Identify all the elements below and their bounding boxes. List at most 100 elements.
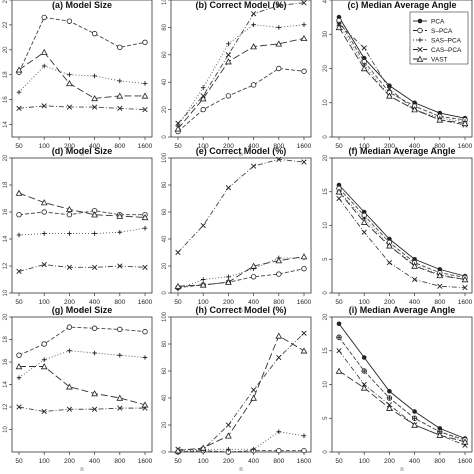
series-line	[18, 227, 146, 236]
y-tick-label: 12	[3, 403, 9, 410]
x-tick-label: 400	[89, 143, 100, 150]
x-tick-label: 200	[64, 299, 75, 306]
data-point	[175, 249, 181, 256]
x-tick-label: 100	[359, 299, 370, 306]
data-point	[41, 63, 47, 69]
data-point	[411, 421, 418, 428]
series-line	[338, 188, 466, 278]
data-point	[336, 348, 342, 354]
x-tick-label: 50	[174, 143, 182, 150]
x-tick-label: 50	[174, 299, 182, 306]
x-tick-label: 1600	[138, 299, 153, 306]
data-point	[15, 363, 23, 370]
data-point	[116, 92, 124, 99]
data-point	[412, 415, 417, 421]
x-tick-label: 50	[15, 458, 23, 465]
series-vast	[174, 332, 308, 454]
series-line	[177, 68, 305, 132]
y-tick-label: 40	[323, 0, 329, 3]
y-tick-label: 15	[323, 347, 329, 354]
data-point	[41, 231, 47, 236]
y-tick-label: 100	[162, 0, 168, 5]
x-tick-label: 1600	[138, 143, 153, 150]
series-caspca	[175, 330, 307, 452]
plot-frame	[11, 316, 153, 453]
data-point	[91, 104, 98, 110]
series-caspca	[175, 0, 307, 126]
data-point	[276, 25, 282, 30]
data-point	[199, 281, 207, 288]
data-point	[250, 387, 257, 393]
x-axis-label: n	[80, 308, 83, 314]
x-tick-label: 400	[409, 299, 420, 306]
data-point	[41, 357, 47, 363]
data-point	[386, 86, 393, 92]
data-point	[276, 447, 282, 454]
y-tick-label: 80	[162, 340, 168, 347]
data-point	[141, 401, 149, 408]
data-point	[336, 321, 342, 327]
series-spca	[16, 14, 148, 75]
x-axis-label: n	[239, 308, 242, 314]
chart-title: (c) Median Average Angle	[347, 0, 456, 10]
data-point	[67, 231, 72, 236]
series-line	[338, 336, 466, 443]
data-point	[301, 330, 307, 336]
series-line	[177, 257, 304, 290]
data-point	[200, 277, 206, 282]
data-point	[200, 106, 206, 113]
plot-frame	[170, 0, 312, 138]
series-line	[18, 16, 146, 73]
data-point	[41, 14, 47, 21]
y-tick-label: 10	[323, 222, 329, 229]
x-tick-label: 1600	[458, 143, 473, 150]
data-point	[40, 199, 48, 206]
data-point	[300, 34, 308, 42]
data-point	[461, 276, 469, 283]
series-line	[338, 336, 466, 441]
data-point	[461, 119, 469, 126]
series-line	[18, 105, 146, 111]
series-spca	[175, 65, 307, 135]
legend-marker	[416, 55, 424, 62]
data-point	[411, 276, 418, 283]
series-saspca	[336, 334, 468, 445]
data-point	[225, 185, 232, 191]
x-axis-label: n	[239, 152, 242, 158]
data-point	[275, 40, 283, 47]
data-point	[16, 105, 22, 111]
y-tick-label: 14	[3, 121, 9, 128]
series-vast	[15, 48, 149, 102]
data-point	[142, 81, 148, 86]
data-point	[141, 213, 149, 221]
series-line	[338, 23, 466, 123]
data-point	[225, 58, 232, 65]
y-tick-label: 0	[323, 450, 329, 454]
data-point	[225, 278, 232, 285]
data-point	[436, 116, 444, 123]
series-vast	[335, 367, 469, 445]
series-vast	[335, 188, 469, 283]
x-tick-label: 1600	[297, 458, 312, 465]
data-point	[251, 22, 256, 27]
x-tick-label: 100	[198, 143, 209, 150]
series-line	[338, 27, 466, 124]
data-point	[387, 395, 392, 401]
chart-panel-b: (b) Correct Model (%) 0 20 40 60 80 100 50 100 20…	[162, 0, 312, 158]
y-tick-label: 16	[3, 208, 9, 215]
data-point	[225, 432, 232, 439]
data-point	[16, 89, 22, 95]
x-axis-label: n	[400, 152, 403, 158]
series-spca	[336, 17, 468, 123]
chart-panel-g: (g) Model Size 10 12 14 16 18 20 50 100 200 400 800…	[3, 305, 153, 473]
legend-entry: S–PCA	[431, 28, 453, 35]
series-line	[18, 65, 146, 93]
x-tick-label: 400	[248, 143, 259, 150]
data-point	[225, 93, 232, 99]
x-tick-label: 400	[89, 299, 100, 306]
y-tick-label: 10	[323, 99, 329, 106]
y-tick-label: 5	[323, 416, 329, 420]
x-tick-label: 200	[223, 458, 234, 465]
x-tick-label: 400	[248, 299, 259, 306]
x-tick-label: 100	[198, 299, 209, 306]
